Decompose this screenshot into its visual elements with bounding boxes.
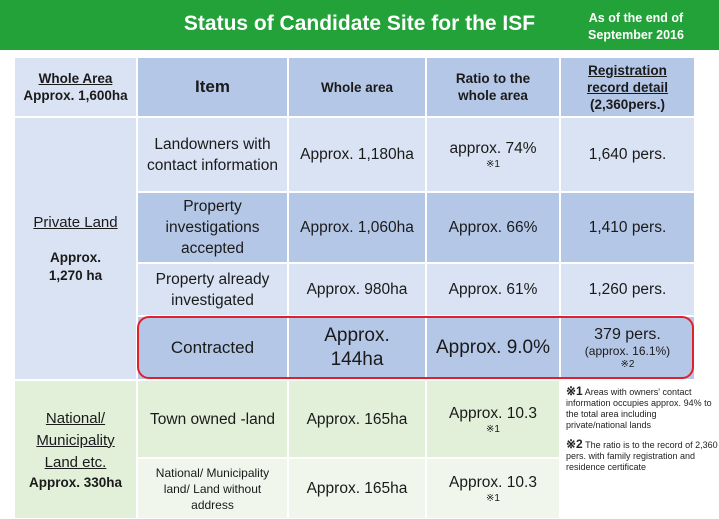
ratio-col-header: Ratio to the whole area — [426, 57, 560, 117]
footnote-text: The ratio is to the record of 2,360 pers… — [566, 440, 718, 472]
whole-area-col-header: Whole area — [288, 57, 426, 117]
note-ref-2: ※2 — [620, 359, 635, 370]
registration-percent: (approx. 16.1%) — [584, 344, 671, 358]
ratio-landowners-contact: approx. 74% ※1 — [426, 117, 560, 192]
footnote-mark: ※1 — [566, 384, 583, 398]
whole-area-title: Whole Area — [38, 71, 113, 86]
item-town-owned: Town owned -land — [137, 380, 288, 458]
footnote-1: ※1 Areas with owners' contact informatio… — [566, 384, 718, 431]
registration-count: (2,360pers.) — [589, 96, 666, 112]
page-title: Status of Candidate Site for the ISF — [183, 12, 536, 35]
area-investigations-accepted: Approx. 1,060ha — [288, 192, 426, 263]
ratio-value: Approx. 10.3 — [449, 404, 537, 422]
whole-area-total: Approx. 1,600ha — [23, 88, 128, 103]
item-investigations-accepted: Property investigations accepted — [137, 192, 288, 263]
national-land-area: Approx. 330ha — [28, 474, 123, 490]
ratio-already-investigated: Approx. 61% — [426, 263, 560, 316]
footnote-text: Areas with owners' contact information o… — [566, 387, 712, 430]
registration-title: Registration record detail — [586, 62, 669, 95]
ratio-national-municipality: Approx. 10.3 ※1 — [426, 458, 560, 519]
registration-landowners-contact: 1,640 pers. — [560, 117, 695, 192]
footnotes: ※1 Areas with owners' contact informatio… — [566, 384, 718, 481]
private-land-label: Private Land — [33, 213, 118, 231]
area-contracted: Approx. 144ha — [288, 316, 426, 380]
ratio-contracted: Approx. 9.0% — [426, 316, 560, 380]
as-of-date: As of the end of September 2016 — [588, 11, 684, 42]
area-town-owned: Approx. 165ha — [288, 380, 426, 458]
ratio-value: Approx. 10.3 — [449, 474, 537, 491]
item-contracted: Contracted — [137, 316, 288, 380]
registration-already-investigated: 1,260 pers. — [560, 263, 695, 316]
registration-investigations-accepted: 1,410 pers. — [560, 192, 695, 263]
item-header: Item — [137, 57, 288, 117]
ratio-value: approx. 74% — [449, 140, 537, 157]
registration-col-header: Registration record detail (2,360pers.) — [560, 57, 695, 117]
area-national-municipality: Approx. 165ha — [288, 458, 426, 519]
footnote-2: ※2 The ratio is to the record of 2,360 p… — [566, 437, 718, 473]
ratio-town-owned: Approx. 10.3 ※1 — [426, 380, 560, 458]
area-already-investigated: Approx. 980ha — [288, 263, 426, 316]
note-ref-1: ※1 — [486, 159, 500, 170]
ratio-investigations-accepted: Approx. 66% — [426, 192, 560, 263]
note-ref-1: ※1 — [486, 423, 500, 435]
item-already-investigated: Property already investigated — [137, 263, 288, 316]
national-land-group: National/ Municipality Land etc. Approx.… — [14, 380, 137, 519]
note-ref-1: ※1 — [486, 493, 500, 504]
national-land-label: National/ Municipality Land etc. — [36, 409, 115, 471]
registration-value: 379 pers. — [594, 326, 661, 343]
area-landowners-contact: Approx. 1,180ha — [288, 117, 426, 192]
item-national-municipality: National/ Municipality land/ Land withou… — [137, 458, 288, 519]
footnote-mark: ※2 — [566, 437, 583, 451]
item-landowners-contact: Landowners with contact information — [137, 117, 288, 192]
header-bar: Status of Candidate Site for the ISF As … — [0, 0, 719, 50]
whole-area-header: Whole Area Approx. 1,600ha — [14, 57, 137, 117]
registration-contracted: 379 pers. (approx. 16.1%) ※2 — [560, 316, 695, 380]
private-land-group: Private Land Approx. 1,270 ha — [14, 117, 137, 380]
private-land-area: Approx. 1,270 ha — [48, 249, 103, 283]
